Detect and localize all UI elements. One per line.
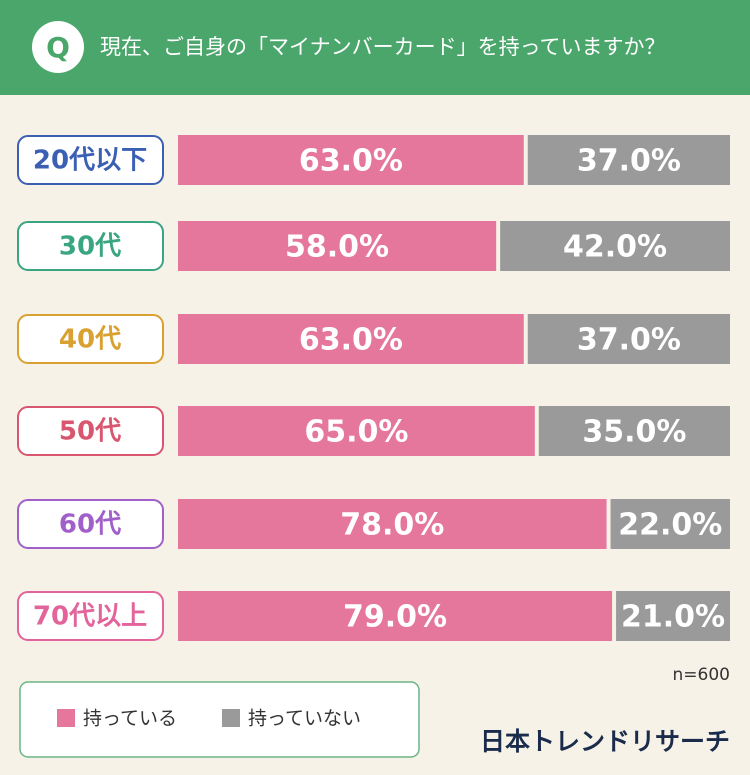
category-box xyxy=(17,406,164,456)
bar-segment xyxy=(178,499,607,549)
bar-segment xyxy=(178,314,524,364)
bar-segment xyxy=(178,591,613,641)
category-label: 50代 xyxy=(59,417,121,447)
legend xyxy=(19,681,420,758)
note: n=600 xyxy=(673,665,730,685)
chart-title: 現在、ご自身の「マイナンバーカード」を持っていますか？ xyxy=(100,35,666,59)
value-label: 37.0% xyxy=(577,144,681,179)
value-label: 37.0% xyxy=(577,323,681,358)
legend-swatch xyxy=(222,709,240,727)
bar-segment xyxy=(178,406,535,456)
bar-segment xyxy=(538,406,730,456)
value-label: 35.0% xyxy=(582,415,686,450)
legend-swatch xyxy=(57,709,75,727)
legend-label: 持っていない xyxy=(248,708,361,730)
category-box xyxy=(17,591,164,641)
value-label: 79.0% xyxy=(343,600,447,635)
bar-segment xyxy=(500,221,730,271)
value-label: 65.0% xyxy=(304,415,408,450)
bar-segment xyxy=(178,135,524,185)
bar-segment xyxy=(527,314,730,364)
legend-label: 持っている xyxy=(83,708,177,730)
header xyxy=(0,0,750,95)
value-label: 21.0% xyxy=(621,600,725,635)
bar-segment xyxy=(616,591,730,641)
category-box xyxy=(17,135,164,185)
category-label: 60代 xyxy=(59,510,121,540)
value-label: 58.0% xyxy=(285,230,389,265)
category-label: 70代以上 xyxy=(33,602,147,632)
category-box xyxy=(17,499,164,549)
category-box xyxy=(17,314,164,364)
value-label: 63.0% xyxy=(299,144,403,179)
badge: Q xyxy=(46,31,70,64)
value-label: 78.0% xyxy=(340,508,444,543)
bar-segment xyxy=(527,135,730,185)
bar-segment xyxy=(610,499,730,549)
category-box xyxy=(17,221,164,271)
category-label: 20代以下 xyxy=(33,146,147,176)
bar-segment xyxy=(178,221,497,271)
value-label: 63.0% xyxy=(299,323,403,358)
source: 日本トレンドリサーチ xyxy=(480,727,730,756)
category-label: 40代 xyxy=(59,325,121,355)
value-label: 42.0% xyxy=(563,230,667,265)
badge-circle xyxy=(32,21,84,73)
value-label: 22.0% xyxy=(618,508,722,543)
category-label: 30代 xyxy=(59,232,121,262)
